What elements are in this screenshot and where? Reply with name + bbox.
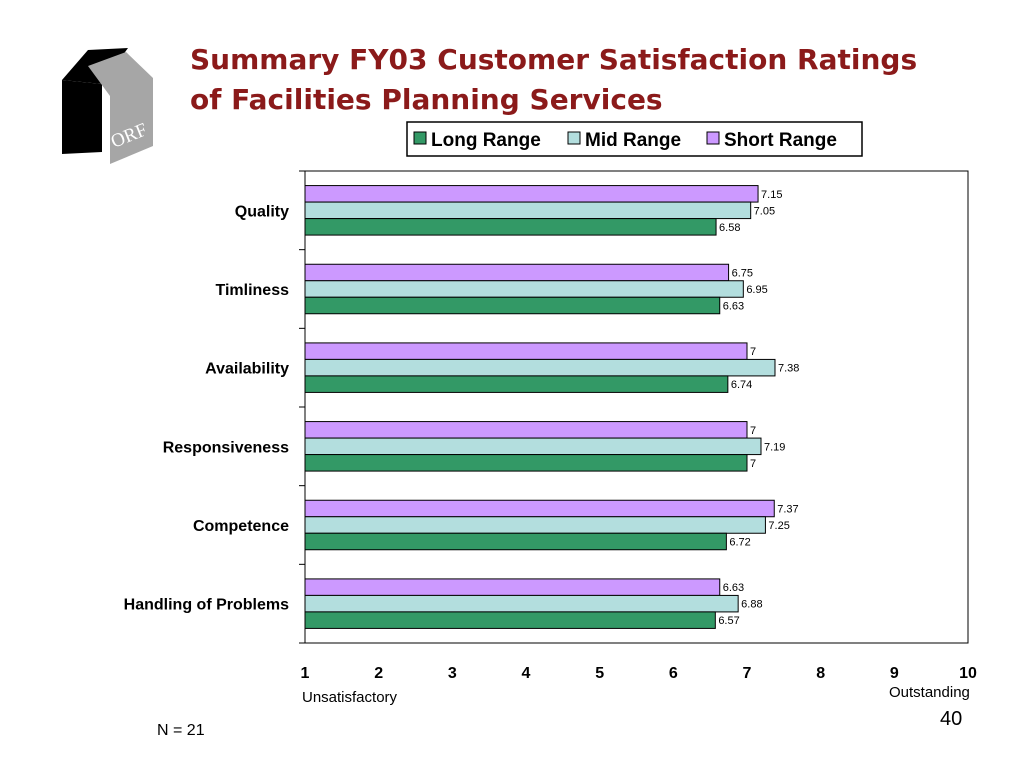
bar-competence-long-range: [304, 532, 727, 551]
data-label-responsiveness-mid-range: 7.19: [764, 441, 785, 453]
page-title: Summary FY03 Customer Satisfaction Ratin…: [190, 40, 917, 120]
bar-competence-mid-range: [304, 516, 766, 534]
data-label-quality-long-range: 6.58: [719, 222, 740, 234]
bar-handling-of-problems-mid-range: [304, 594, 739, 613]
data-label-timliness-mid-range: 6.95: [746, 284, 767, 296]
data-label-responsiveness-long-range: 7: [750, 458, 756, 470]
data-label-competence-mid-range: 7.25: [768, 520, 789, 532]
x-tick-label-9: 9: [890, 665, 899, 682]
x-tick-label-5: 5: [595, 665, 604, 682]
bar-quality-mid-range: [304, 201, 752, 220]
data-label-availability-long-range: 6.74: [731, 379, 752, 391]
title-line-1: Summary FY03 Customer Satisfaction Ratin…: [190, 43, 918, 76]
category-label-timliness: Timliness: [215, 282, 289, 299]
data-label-availability-mid-range: 7.38: [778, 363, 799, 375]
x-tick-label-4: 4: [522, 665, 531, 682]
data-label-quality-mid-range: 7.05: [754, 205, 775, 217]
bar-handling-of-problems-short-range: [304, 578, 721, 596]
x-tick-label-6: 6: [669, 665, 678, 682]
title-line-2: of Facilities Planning Services: [190, 83, 663, 116]
orf-logo-icon: ORF: [62, 48, 153, 164]
data-label-handling-of-problems-short-range: 6.63: [723, 582, 744, 594]
x-axis-right-label: Outstanding: [889, 684, 970, 701]
x-tick-label-2: 2: [374, 665, 383, 682]
bar-timliness-mid-range: [304, 280, 744, 298]
category-label-handling-of-problems: Handling of Problems: [124, 597, 289, 614]
data-label-handling-of-problems-mid-range: 6.88: [741, 599, 762, 611]
chart-legend: Long Range Mid Range Short Range: [406, 121, 863, 157]
legend-label-mid-range: Mid Range: [585, 130, 681, 151]
legend-label-short-range: Short Range: [724, 130, 837, 151]
bar-timliness-short-range: [304, 263, 730, 282]
category-label-quality: Quality: [235, 203, 289, 220]
x-tick-label-7: 7: [743, 665, 752, 682]
legend-box: [406, 121, 863, 157]
x-axis-ticks: 1 2 3 4 5 6 7 8 9 10: [301, 665, 977, 682]
category-label-availability: Availability: [205, 361, 289, 378]
legend-swatch-short-range: [706, 131, 720, 145]
bar-responsiveness-long-range: [304, 454, 748, 472]
category-label-responsiveness: Responsiveness: [163, 439, 289, 456]
bar-availability-mid-range: [304, 358, 776, 377]
data-label-responsiveness-short-range: 7: [750, 425, 756, 437]
bar-handling-of-problems-long-range: [304, 611, 716, 629]
plot-area: [299, 170, 969, 644]
x-tick-label-10: 10: [959, 665, 977, 682]
bar-quality-long-range: [304, 218, 717, 236]
x-tick-label-3: 3: [448, 665, 457, 682]
legend-swatch-long-range: [413, 131, 427, 145]
bar-responsiveness-short-range: [304, 421, 748, 439]
bar-availability-long-range: [304, 375, 729, 393]
bar-group: 7.157.056.586.756.956.6377.386.7477.1977…: [304, 185, 799, 629]
bar-availability-short-range: [304, 342, 748, 360]
data-label-availability-short-range: 7: [750, 346, 756, 358]
data-label-timliness-long-range: 6.63: [723, 301, 744, 313]
data-label-quality-short-range: 7.15: [761, 189, 782, 201]
data-label-handling-of-problems-long-range: 6.57: [718, 615, 739, 627]
category-labels: Quality Timliness Availability Responsivene…: [124, 203, 289, 613]
bar-quality-short-range: [304, 185, 759, 203]
x-axis-left-label: Unsatisfactory: [302, 689, 398, 706]
bar-competence-short-range: [304, 499, 775, 518]
x-tick-label-1: 1: [301, 665, 310, 682]
data-label-competence-long-range: 6.72: [729, 537, 750, 549]
bar-responsiveness-mid-range: [304, 437, 762, 456]
plot-border: [304, 170, 969, 644]
page-number: 40: [940, 708, 963, 730]
x-tick-label-8: 8: [816, 665, 825, 682]
data-label-competence-short-range: 7.37: [777, 504, 798, 516]
sample-size-label: N = 21: [157, 722, 205, 739]
bar-timliness-long-range: [304, 296, 721, 315]
category-label-competence: Competence: [193, 518, 289, 535]
data-label-timliness-short-range: 6.75: [732, 268, 753, 280]
legend-label-long-range: Long Range: [431, 130, 541, 151]
legend-swatch-mid-range: [567, 131, 581, 145]
